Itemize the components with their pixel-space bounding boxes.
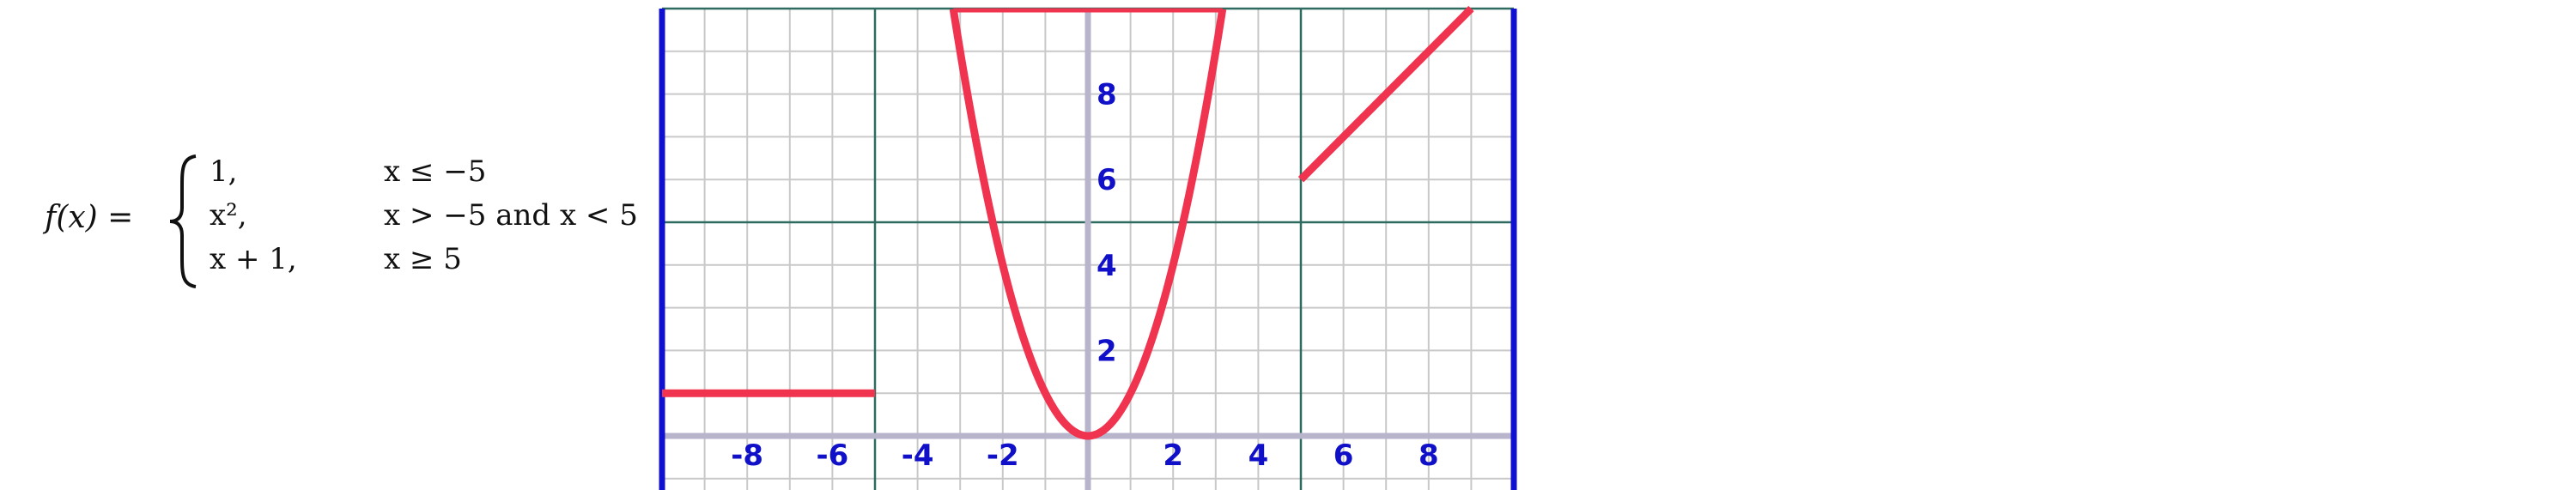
- case-expr-1: 1,: [210, 154, 238, 189]
- case-cond-3: x ≥ 5: [384, 242, 462, 276]
- series-3-line: [1297, 5, 1474, 183]
- x-tick-label: 4: [1249, 439, 1269, 473]
- x-tick-label: -6: [817, 439, 849, 473]
- y-tick-label: 2: [1097, 334, 1117, 368]
- y-tick-label: 8: [1097, 78, 1117, 112]
- x-tick-label: -2: [987, 439, 1019, 473]
- case-cond-1: x ≤ −5: [384, 154, 487, 189]
- case-cond-2: x > −5 and x < 5: [384, 198, 638, 233]
- case-expr-2: x²,: [210, 198, 247, 233]
- x-tick-label: 2: [1163, 439, 1183, 473]
- function-lhs: f(x) =: [45, 200, 134, 235]
- x-tick-label: -8: [731, 439, 763, 473]
- x-tick-label: -4: [902, 439, 934, 473]
- y-tick-label: 6: [1097, 163, 1117, 197]
- y-tick-label: 4: [1097, 249, 1117, 283]
- x-tick-label: 8: [1419, 439, 1439, 473]
- series-2-line: [949, 9, 1227, 440]
- case-expr-3: x + 1,: [210, 242, 297, 276]
- left-brace: [169, 154, 197, 288]
- x-tick-label: 6: [1334, 439, 1354, 473]
- piecewise-function-definition: f(x) = 1, x ≤ −5 x², x > −5 and x < 5 x …: [45, 153, 646, 299]
